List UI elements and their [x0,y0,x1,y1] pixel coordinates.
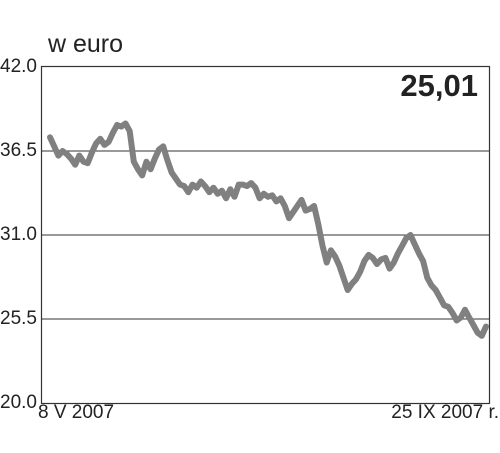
plot-frame [40,65,491,405]
y-tick-label: 25.5 [0,308,37,329]
x-axis-start-label: 8 V 2007 [38,402,114,423]
y-axis-tick-labels: 42.0 36.5 31.0 25.5 20.0 [0,56,37,413]
y-tick-label: 31.0 [0,224,37,245]
price-series-line [47,120,489,339]
y-tick-label: 36.5 [0,140,37,161]
y-tick-label: 42.0 [0,56,37,77]
x-axis-end-label: 25 IX 2007 r. [391,402,499,423]
grid-lines [42,150,489,320]
y-tick-label: 20.0 [0,392,37,413]
unit-label: w euro [47,30,123,58]
last-value-label: 25,01 [400,68,478,103]
